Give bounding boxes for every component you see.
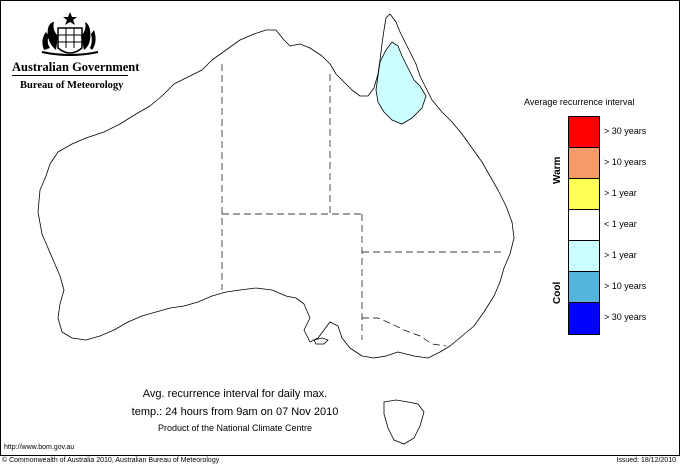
copyright-text: © Commonwealth of Australia 2010, Austra…	[2, 457, 220, 464]
legend-item-label: > 10 years	[604, 157, 647, 167]
legend-item-label: > 30 years	[604, 126, 647, 136]
legend-item-label: > 1 year	[604, 250, 637, 260]
caption-line-3: Product of the National Climate Centre	[157, 423, 313, 433]
legend-swatch	[569, 241, 599, 272]
legend-item-label: > 10 years	[604, 281, 647, 291]
title-divider	[12, 75, 128, 76]
legend-item-label: > 30 years	[604, 312, 647, 322]
coat-of-arms-logo	[41, 12, 99, 56]
tasmania-outline	[383, 399, 425, 445]
legend-colorbar	[568, 116, 600, 335]
caption-line-2: temp.: 24 hours from 9am on 07 Nov 2010	[131, 406, 339, 418]
website-link[interactable]: http://www.bom.gov.au	[4, 444, 75, 451]
legend-title: Average recurrence interval	[524, 97, 635, 107]
state-borders	[221, 64, 502, 347]
bureau-title: Bureau of Meteorology	[20, 80, 124, 91]
legend-swatch	[569, 179, 599, 210]
issued-date: Issued: 18/12/2010	[616, 457, 676, 464]
mainland-outline	[37, 13, 515, 359]
legend-swatch	[569, 272, 599, 303]
caption-line-1: Avg. recurrence interval for daily max.	[142, 388, 328, 400]
legend-swatch	[569, 210, 599, 241]
australia-map	[37, 13, 515, 445]
government-title: Australian Government	[12, 60, 140, 74]
legend-item-label: > 1 year	[604, 188, 637, 198]
legend-swatch	[569, 117, 599, 148]
cool-anomaly-region	[375, 41, 427, 125]
kangaroo-island-outline	[313, 337, 329, 345]
legend-warm-label: Warm	[552, 156, 563, 184]
legend-cool-label: Cool	[552, 281, 563, 304]
legend-swatch	[569, 303, 599, 334]
legend-swatch	[569, 148, 599, 179]
legend-item-label: < 1 year	[604, 219, 637, 229]
